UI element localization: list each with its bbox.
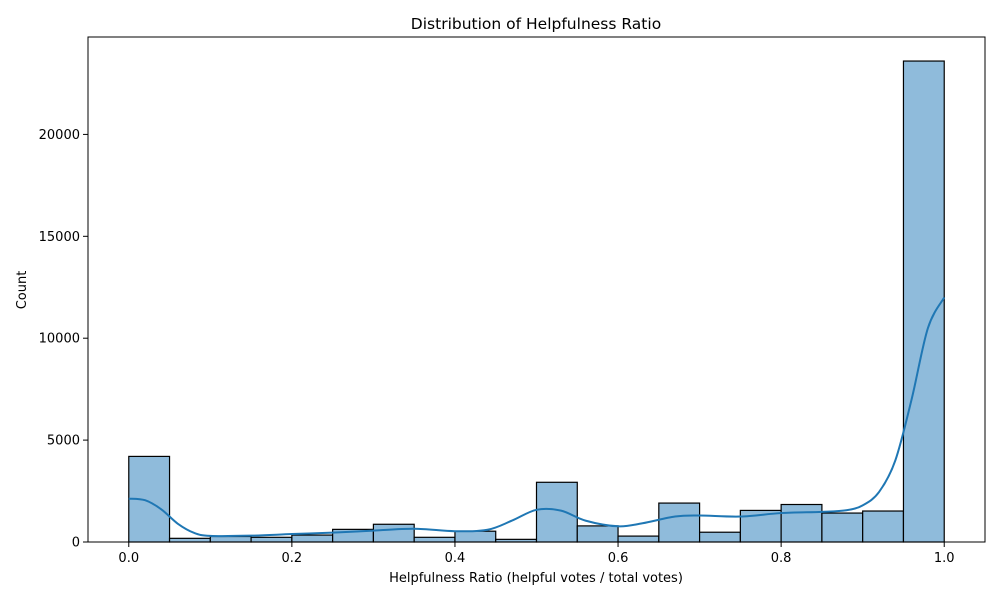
x-tick-label: 0.8 bbox=[771, 551, 792, 566]
x-axis-ticks: 0.0 0.2 0.4 0.6 0.8 1.0 bbox=[118, 542, 955, 566]
chart-title: Distribution of Helpfulness Ratio bbox=[411, 15, 661, 33]
y-tick-label: 15000 bbox=[39, 230, 80, 245]
histogram-bar bbox=[209, 535, 252, 543]
y-axis-ticks: 0 5000 10000 15000 20000 bbox=[39, 128, 88, 551]
histogram-bar bbox=[454, 530, 497, 543]
histogram-bar bbox=[821, 512, 864, 543]
y-tick-label: 0 bbox=[72, 536, 80, 551]
x-axis-label: Helpfulness Ratio (helpful votes / total… bbox=[389, 571, 683, 586]
x-tick-label: 0.0 bbox=[118, 551, 139, 566]
histogram-bar bbox=[902, 60, 945, 543]
kde-group bbox=[128, 296, 946, 538]
histogram-bar bbox=[413, 536, 456, 543]
x-tick-label: 0.2 bbox=[282, 551, 303, 566]
histogram-bar bbox=[576, 525, 619, 543]
x-tick-label: 0.4 bbox=[445, 551, 466, 566]
histogram-bar bbox=[291, 534, 334, 543]
histogram-bar bbox=[780, 503, 823, 543]
histogram-bar bbox=[250, 536, 293, 543]
histogram-bar bbox=[698, 531, 741, 543]
histogram-bar bbox=[658, 502, 701, 543]
y-tick-label: 10000 bbox=[39, 332, 80, 347]
histogram-bar bbox=[535, 481, 578, 543]
histogram-bar bbox=[862, 510, 905, 543]
y-tick-label: 5000 bbox=[47, 434, 80, 449]
plot-frame bbox=[87, 36, 986, 543]
kde-line bbox=[128, 296, 946, 538]
histogram-bar bbox=[617, 535, 660, 543]
y-tick-label: 20000 bbox=[39, 128, 80, 143]
histogram-bar bbox=[372, 523, 415, 543]
y-axis-label: Count bbox=[15, 271, 30, 310]
x-tick-label: 1.0 bbox=[934, 551, 955, 566]
bars-group bbox=[128, 60, 945, 543]
x-tick-label: 0.6 bbox=[608, 551, 629, 566]
histogram-bar bbox=[168, 537, 211, 543]
